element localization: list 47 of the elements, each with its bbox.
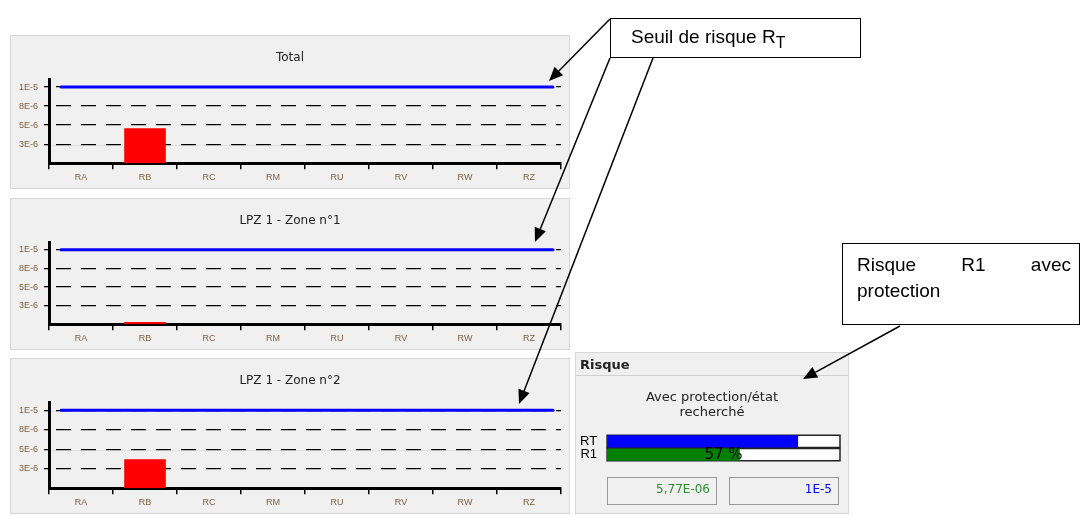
chart-title: LPZ 1 - Zone n°1: [238, 213, 342, 227]
x-tick-label: RZ: [523, 497, 536, 508]
y-tick-label: 5E-6: [19, 281, 39, 292]
x-tick-label: RU: [330, 172, 344, 183]
y-tick-label: 8E-6: [19, 424, 39, 435]
y-tick-label: 3E-6: [19, 300, 39, 311]
y-tick-label: 8E-6: [19, 100, 39, 111]
x-tick-label: RU: [330, 333, 344, 344]
x-tick-label: RV: [394, 333, 408, 344]
callout-box: Risque R1 avec protection: [842, 243, 1080, 325]
x-tick-label: RV: [394, 497, 408, 508]
x-tick-label: RU: [330, 497, 344, 508]
x-tick-label: RB: [138, 333, 152, 344]
x-tick-label: RA: [74, 172, 88, 183]
x-tick-label: RZ: [523, 333, 536, 344]
x-tick-label: RM: [266, 172, 281, 183]
x-tick-label: RV: [394, 172, 408, 183]
x-tick-label: RW: [457, 497, 473, 508]
y-tick-label: R1: [580, 446, 598, 462]
x-tick-label: RC: [202, 172, 217, 183]
y-tick-label: 1E-5: [19, 404, 39, 415]
x-tick-label: RB: [138, 172, 152, 183]
chart-title: LPZ 1 - Zone n°2: [238, 373, 342, 387]
x-tick-label: RM: [266, 497, 281, 508]
y-tick-label: 3E-6: [19, 463, 39, 474]
x-tick-label: RW: [457, 172, 473, 183]
x-tick-label: RC: [202, 333, 217, 344]
y-tick-label: 5E-6: [19, 119, 39, 130]
y-tick-label: 5E-6: [19, 443, 39, 454]
chart-title: Risque: [580, 357, 630, 372]
y-tick-label: 1E-5: [19, 81, 39, 92]
x-tick-label: RW: [457, 333, 473, 344]
y-tick-label: 3E-6: [19, 138, 39, 149]
chart-title: Total: [275, 50, 305, 64]
chart-subtitle: Avec protection/état recherché: [644, 389, 780, 419]
y-tick-label: 8E-6: [19, 262, 39, 273]
text: 1E-5: [729, 477, 839, 505]
x-tick-label: RA: [74, 497, 88, 508]
x-tick-label: RZ: [523, 172, 536, 183]
y-tick-label: RT: [579, 432, 598, 448]
x-tick-label: RM: [266, 333, 281, 344]
x-tick-label: RC: [202, 497, 217, 508]
x-tick-label: RB: [138, 497, 152, 508]
x-tick-label: RA: [74, 333, 88, 344]
callout-box: Seuil de risque R$_{T}$: [610, 18, 861, 58]
y-tick-label: 1E-5: [19, 244, 39, 255]
text: 5,77E-06: [607, 477, 717, 505]
